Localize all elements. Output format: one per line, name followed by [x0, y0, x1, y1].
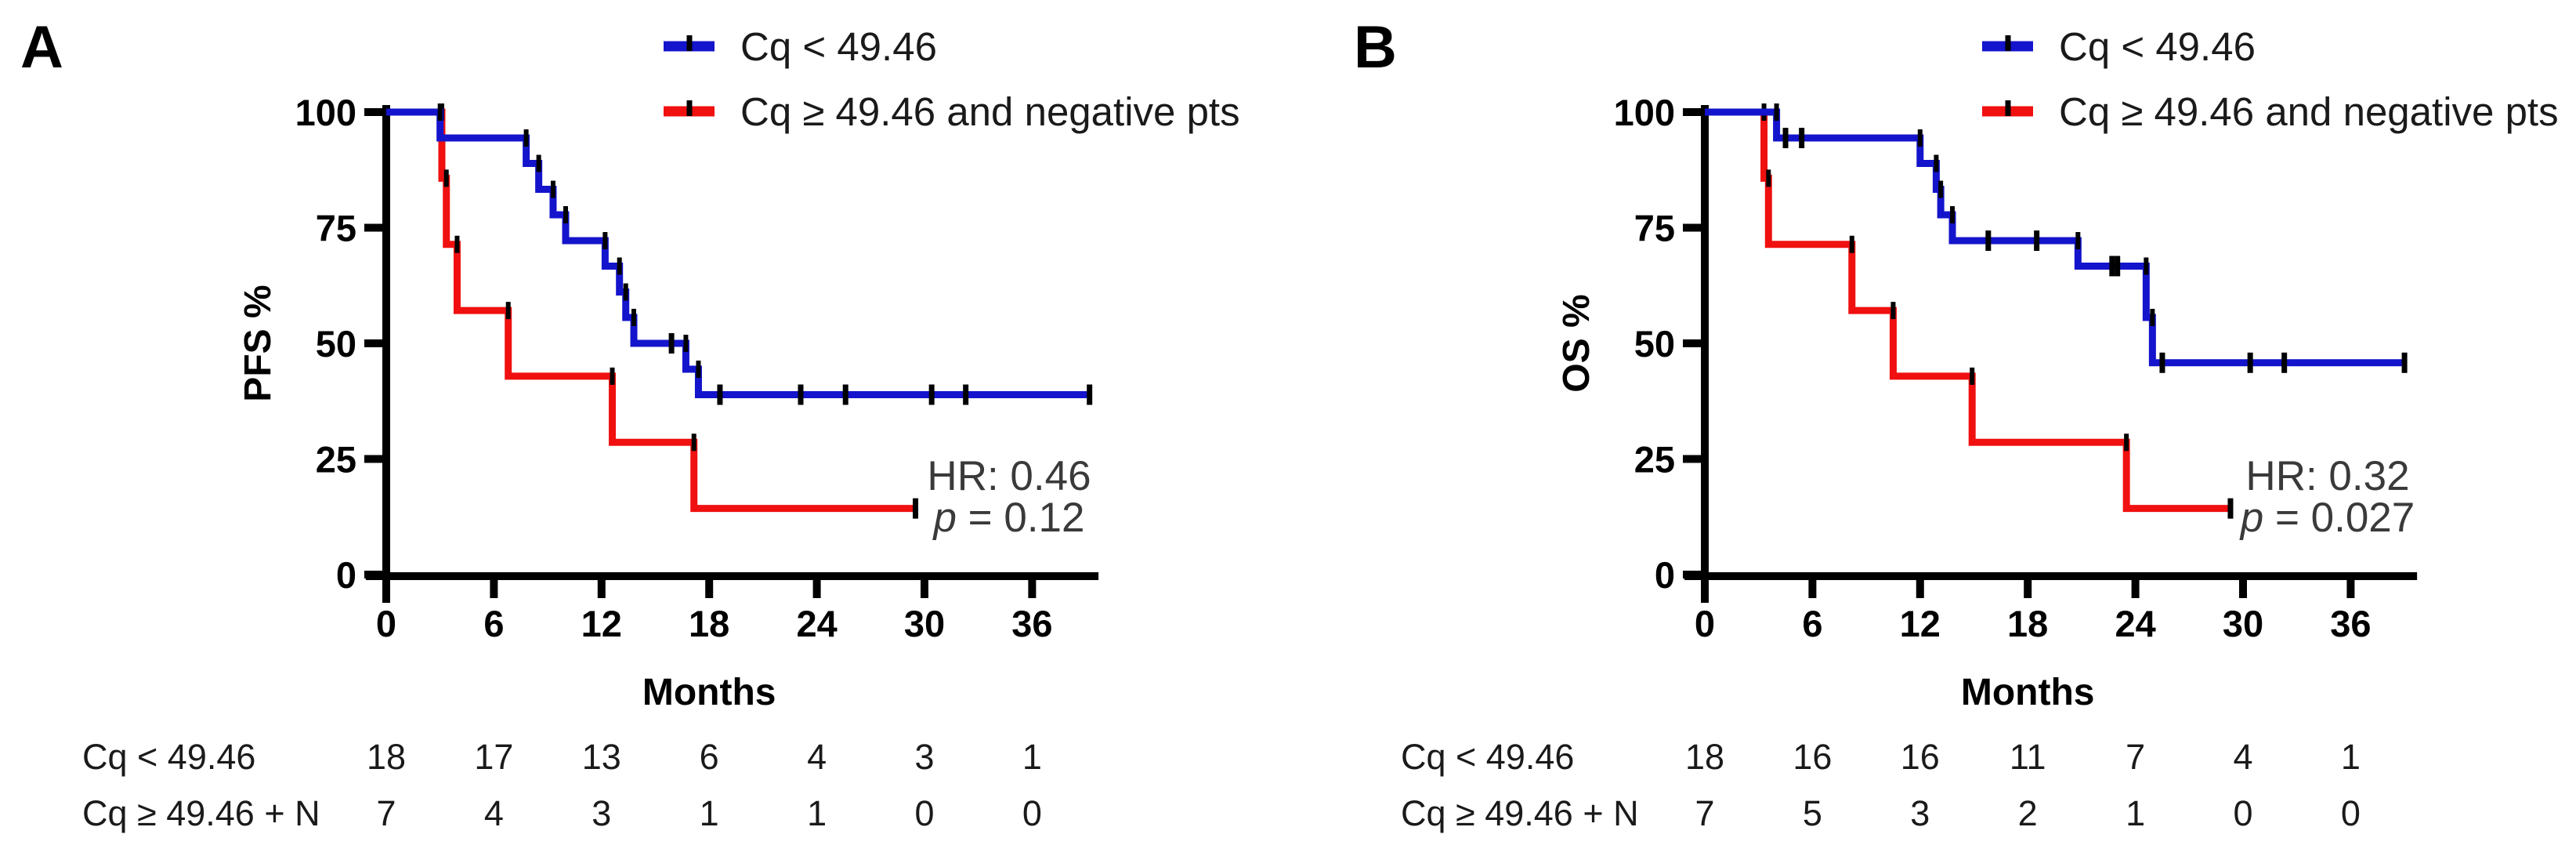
x-tick-label: 30	[2223, 603, 2263, 644]
risk-count: 18	[1685, 737, 1724, 777]
risk-count: 0	[914, 793, 934, 833]
risk-count: 16	[1901, 737, 1940, 777]
risk-count: 13	[582, 737, 621, 777]
risk-count: 18	[367, 737, 406, 777]
risk-count: 1	[1022, 737, 1042, 777]
y-tick-label: 25	[1634, 439, 1675, 481]
risk-count: 4	[807, 737, 827, 777]
risk-row-label: Cq < 49.46	[82, 737, 255, 777]
x-tick-label: 24	[2115, 603, 2155, 644]
risk-count: 11	[2010, 737, 2046, 777]
panel-letter: A	[20, 14, 63, 81]
hr-annotation: HR: 0.46	[927, 453, 1091, 499]
risk-count: 6	[700, 737, 719, 777]
x-tick-label: 12	[1900, 603, 1941, 644]
risk-count: 4	[2233, 737, 2252, 777]
x-tick-label: 12	[581, 603, 622, 644]
risk-count: 0	[1022, 793, 1042, 833]
p-value-annotation: p = 0.027	[2239, 495, 2415, 541]
panel-letter: B	[1354, 14, 1397, 81]
legend-label: Cq ≥ 49.46 and negative pts	[2059, 89, 2559, 134]
x-tick-label: 0	[376, 603, 396, 644]
risk-row-label: Cq ≥ 49.46 + N	[82, 793, 320, 833]
y-tick-label: 75	[1634, 208, 1675, 249]
risk-count: 1	[2126, 793, 2145, 833]
risk-row-label: Cq < 49.46	[1401, 737, 1574, 777]
y-tick-label: 75	[316, 208, 356, 249]
risk-count: 1	[700, 793, 719, 833]
x-tick-label: 36	[1011, 603, 1052, 644]
y-tick-label: 50	[1634, 323, 1675, 365]
p-value-annotation: p = 0.12	[932, 495, 1084, 541]
legend-label: Cq < 49.46	[740, 24, 937, 69]
risk-count: 5	[1803, 793, 1822, 833]
x-tick-label: 6	[1802, 603, 1822, 644]
y-tick-label: 100	[295, 92, 356, 133]
y-axis-title: OS %	[1556, 294, 1597, 392]
risk-count: 7	[2126, 737, 2145, 777]
x-tick-label: 18	[689, 603, 729, 644]
legend-label: Cq ≥ 49.46 and negative pts	[740, 89, 1240, 134]
risk-count: 3	[914, 737, 934, 777]
x-tick-label: 24	[796, 603, 837, 644]
risk-count: 7	[1695, 793, 1714, 833]
y-tick-label: 0	[336, 554, 356, 596]
y-tick-label: 25	[316, 439, 356, 481]
risk-count: 1	[2341, 737, 2361, 777]
y-tick-label: 50	[316, 323, 356, 365]
x-tick-label: 6	[483, 603, 504, 644]
risk-count: 16	[1793, 737, 1832, 777]
hr-annotation: HR: 0.32	[2245, 453, 2409, 499]
risk-count: 7	[376, 793, 396, 833]
risk-count: 3	[1910, 793, 1930, 833]
x-tick-label: 36	[2330, 603, 2371, 644]
y-tick-label: 0	[1655, 554, 1675, 596]
risk-count: 0	[2233, 793, 2252, 833]
survival-curve	[1705, 108, 2405, 367]
x-axis-title: Months	[1961, 672, 2095, 713]
risk-count: 17	[474, 737, 513, 777]
survival-curve	[386, 108, 1091, 398]
risk-count: 0	[2341, 793, 2361, 833]
risk-count: 1	[807, 793, 827, 833]
risk-count: 4	[484, 793, 504, 833]
x-axis-title: Months	[642, 672, 776, 713]
risk-row-label: Cq ≥ 49.46 + N	[1401, 793, 1639, 833]
risk-count: 3	[592, 793, 611, 833]
x-tick-label: 18	[2007, 603, 2048, 644]
survival-curve	[1705, 108, 2230, 513]
x-tick-label: 30	[904, 603, 945, 644]
survival-curve	[386, 108, 916, 513]
y-tick-label: 100	[1614, 92, 1675, 133]
y-axis-title: PFS %	[237, 285, 279, 401]
legend-label: Cq < 49.46	[2059, 24, 2256, 69]
risk-count: 2	[2018, 793, 2038, 833]
x-tick-label: 0	[1695, 603, 1715, 644]
